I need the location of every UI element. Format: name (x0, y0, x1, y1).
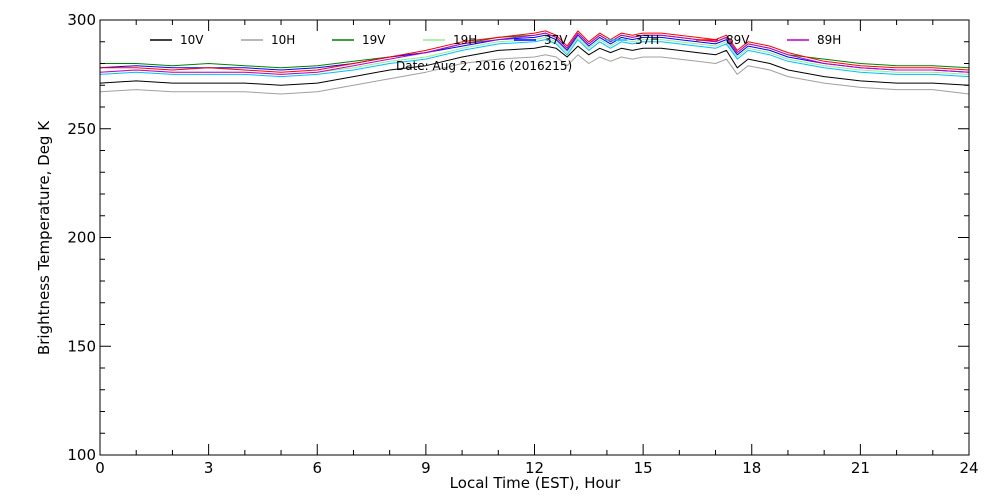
series-line-89v (100, 30, 970, 73)
legend-label-37v: 37V (544, 33, 568, 47)
x-tick-label: 9 (421, 459, 431, 477)
x-tick-label: 12 (525, 459, 544, 477)
x-tick-label: 0 (95, 459, 105, 477)
y-tick-label: 100 (67, 446, 96, 464)
y-tick-label: 200 (67, 229, 96, 247)
legend-label-10v: 10V (180, 33, 204, 47)
plot-frame (99, 19, 970, 456)
x-axis-title: Local Time (EST), Hour (450, 474, 621, 492)
x-tick-label: 24 (959, 459, 978, 477)
series-line-37v (99, 34, 970, 73)
y-tick-label: 150 (67, 337, 96, 355)
x-tick-label: 15 (634, 459, 653, 477)
legend: 10V 10H 19V 19H 37V 37H 89V 89H (150, 33, 841, 47)
series-line-10h (99, 54, 970, 95)
legend-label-89v: 89V (726, 33, 750, 47)
series-line-37h (99, 39, 970, 78)
legend-label-19v: 19V (362, 33, 386, 47)
x-tick-label: 21 (851, 459, 870, 477)
ticks-layer: 0 3 6 9 12 15 18 21 24 100 150 200 250 300 (67, 11, 978, 477)
y-tick-label: 300 (67, 11, 96, 29)
y-axis-title: Brightness Temperature, Deg K (35, 120, 53, 355)
series-layer (99, 30, 970, 95)
x-tick-label: 3 (204, 459, 214, 477)
x-tick-label: 18 (742, 459, 761, 477)
legend-label-19h: 19H (453, 33, 477, 47)
y-tick-label: 250 (67, 120, 96, 138)
series-line-10v (99, 45, 970, 86)
legend-label-10h: 10H (271, 33, 295, 47)
x-tick-label: 6 (312, 459, 322, 477)
legend-label-37h: 37H (635, 33, 659, 47)
date-annotation: Date: Aug 2, 2016 (2016215) (396, 59, 572, 73)
legend-label-89h: 89H (817, 33, 841, 47)
series-line-89h (99, 32, 970, 75)
